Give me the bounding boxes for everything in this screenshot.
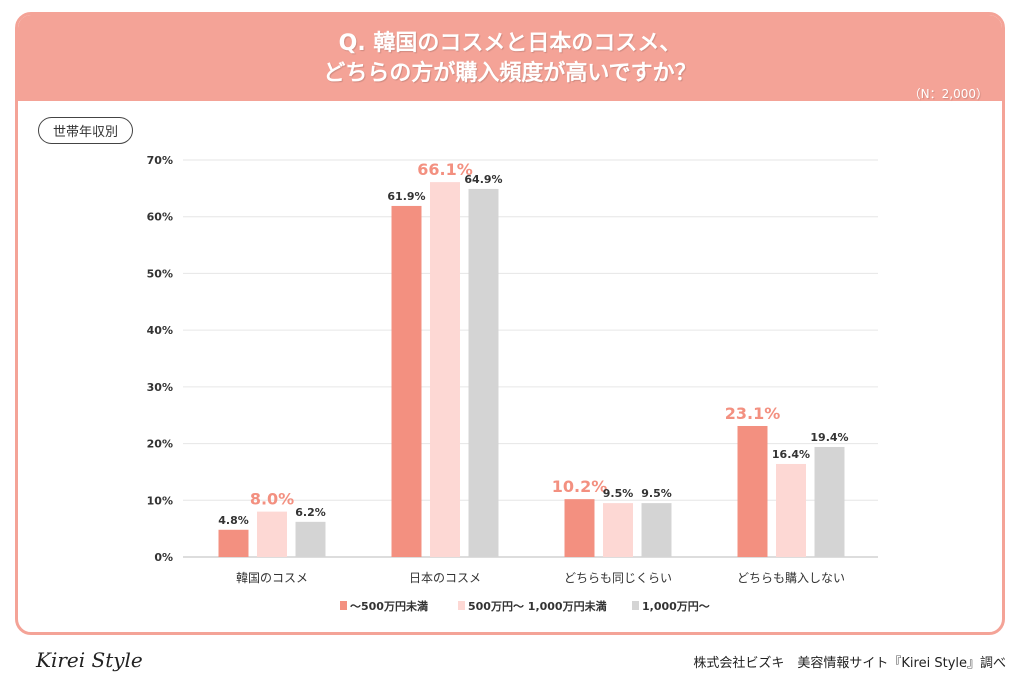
legend-label: 500万円～ 1,000万円未満 (468, 599, 607, 613)
legend-label: ～500万円未満 (350, 599, 428, 613)
data-label: 66.1% (417, 160, 473, 179)
bar (641, 503, 672, 557)
bar (430, 182, 460, 557)
bar (737, 425, 768, 557)
y-tick-label: 70% (147, 154, 173, 167)
y-tick-label: 0% (154, 551, 173, 564)
data-label: 10.2% (552, 477, 608, 496)
title-line-1: Q. 韓国のコスメと日本のコスメ、 (338, 31, 682, 56)
data-label: 16.4% (772, 448, 810, 461)
segment-tag: 世帯年収別 (38, 117, 134, 144)
x-tick-label: 日本のコスメ (409, 571, 481, 585)
bar (814, 446, 845, 557)
kirei-style-logo: Kirei Style (36, 648, 143, 672)
header: Q. 韓国のコスメと日本のコスメ、 どちらの方が購入頻度が高いですか？ （N：2… (18, 15, 1002, 101)
y-tick-label: 30% (147, 381, 173, 394)
bar (218, 529, 249, 557)
y-tick-label: 50% (147, 267, 173, 280)
x-tick-label: 韓国のコスメ (236, 571, 308, 585)
data-label: 9.5% (603, 487, 634, 500)
data-label: 4.8% (218, 514, 249, 527)
data-label: 64.9% (464, 173, 502, 186)
data-label: 6.2% (295, 506, 326, 519)
title-line-2: どちらの方が購入頻度が高いですか？ (323, 61, 697, 86)
data-label: 8.0% (250, 490, 294, 509)
bar (391, 205, 422, 557)
legend-swatch (458, 601, 465, 610)
legend-swatch (632, 601, 639, 610)
x-tick-label: どちらも同じくらい (564, 571, 672, 585)
bar (564, 499, 595, 557)
y-tick-label: 10% (147, 494, 173, 507)
bar (295, 521, 326, 557)
bar (257, 511, 287, 557)
data-label: 23.1% (725, 404, 781, 423)
legend-label: 1,000万円～ (642, 600, 710, 613)
y-tick-label: 60% (147, 211, 173, 224)
sample-size: （N：2,000） (908, 87, 988, 101)
data-label: 61.9% (387, 190, 425, 203)
data-label: 9.5% (641, 487, 672, 500)
bar (468, 188, 499, 557)
bar (776, 463, 806, 557)
bar (603, 503, 633, 557)
y-tick-label: 40% (147, 324, 173, 337)
chart-card: Q. 韓国のコスメと日本のコスメ、 どちらの方が購入頻度が高いですか？ （N：2… (15, 12, 1005, 635)
source-note: 株式会社ビズキ 美容情報サイト『Kirei Style』調べ (693, 656, 1006, 671)
x-tick-label: どちらも購入しない (737, 571, 845, 585)
data-label: 19.4% (810, 431, 848, 444)
legend-swatch (340, 601, 347, 610)
y-tick-label: 20% (147, 438, 173, 451)
